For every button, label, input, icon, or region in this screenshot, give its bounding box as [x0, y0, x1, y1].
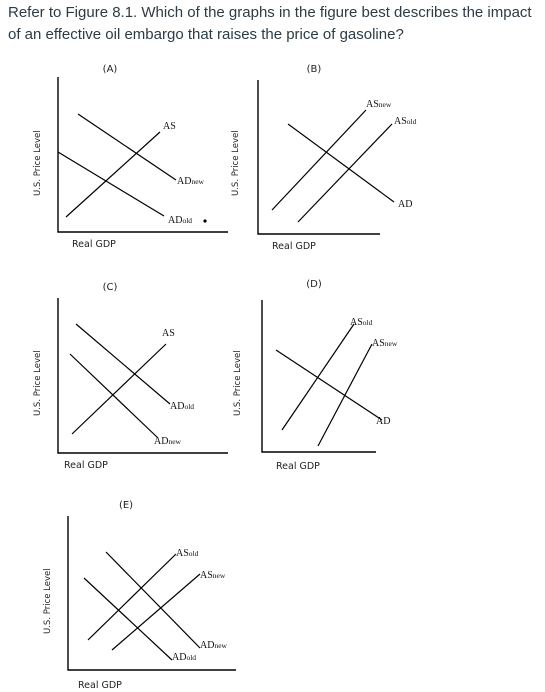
- panel-e-ad-old-curve: [83, 577, 173, 661]
- panel-c-label: (C): [103, 282, 118, 293]
- panel-d-axes: [261, 300, 376, 453]
- panel-c-ad-old-curve: [75, 323, 171, 405]
- panel-b-x-label: Real GDP: [272, 241, 316, 252]
- panel-a-label-ad-new: ADnew: [177, 176, 205, 187]
- panel-a-x-label: Real GDP: [72, 239, 116, 250]
- panel-d-x-label: Real GDP: [276, 461, 320, 472]
- panel-c-axes: [57, 298, 228, 454]
- panel-a-ad-new-curve: [77, 113, 177, 181]
- panel-d-ad-curve: [275, 349, 383, 421]
- panel-b-label-as-old: ASold: [394, 116, 417, 127]
- panel-b-label-as-new: ASnew: [366, 99, 392, 110]
- panel-a-axes: [57, 77, 228, 233]
- panel-e-ad-new-curve: [105, 551, 201, 649]
- panel-b-as-old-curve: [297, 123, 393, 223]
- panel-a-label-ad-old: ADold: [168, 215, 192, 226]
- panel-c-label-as: AS: [162, 328, 175, 339]
- panel-e-label: (E): [119, 500, 133, 511]
- panel-e-label-as-old: ASold: [176, 548, 199, 559]
- panel-a-as-curve: [65, 131, 161, 218]
- panel-b-as-new-curve: [271, 109, 367, 211]
- panel-e-label-ad-new: ADnew: [200, 640, 228, 651]
- panel-d-label-ad: AD: [376, 416, 390, 427]
- panel-b-label: (B): [307, 64, 322, 75]
- panel-d-as-old-curve: [281, 323, 355, 431]
- panel-e-axes: [67, 516, 236, 671]
- panel-e-x-label: Real GDP: [78, 680, 122, 691]
- panel-c: (C) U.S. Price Level Real GDP AS ADold A…: [33, 282, 228, 471]
- panel-a-dot: [203, 219, 207, 223]
- panel-d-label-as-old: ASold: [350, 317, 373, 328]
- panel-d-y-label: U.S. Price Level: [233, 350, 243, 416]
- panel-d: (D) U.S. Price Level Real GDP ASold ASne…: [233, 279, 398, 472]
- panel-b-axes: [257, 80, 380, 235]
- panel-c-y-label: U.S. Price Level: [33, 350, 43, 416]
- panel-b-ad-curve: [287, 123, 395, 203]
- panel-c-label-ad-old: ADold: [170, 401, 194, 412]
- question-text: Refer to Figure 8.1. Which of the graphs…: [8, 4, 532, 43]
- panel-a-label-as: AS: [163, 121, 176, 132]
- panel-e-as-new-curve: [111, 573, 201, 651]
- panel-c-ad-new-curve: [69, 353, 159, 439]
- panel-c-x-label: Real GDP: [64, 460, 108, 471]
- panel-c-label-ad-new: ADnew: [154, 436, 182, 447]
- panel-c-as-curve: [71, 343, 167, 435]
- panel-e: (E) U.S. Price Level Real GDP ASold ASne…: [43, 500, 236, 691]
- panel-e-label-as-new: ASnew: [200, 570, 226, 581]
- panel-b-label-ad: AD: [398, 199, 412, 210]
- panel-e-y-label: U.S. Price Level: [43, 568, 53, 634]
- panel-e-label-ad-old: ADold: [172, 652, 196, 663]
- panel-b-y-label: U.S. Price Level: [231, 130, 241, 196]
- panel-a-y-label: U.S. Price Level: [33, 130, 43, 196]
- panel-a-label: (A): [103, 64, 118, 75]
- panel-b: (B) U.S. Price Level Real GDP ASnew ASol…: [231, 64, 417, 252]
- panel-d-label: (D): [306, 279, 322, 290]
- panel-a: (A) U.S. Price Level Real GDP AS ADnew A…: [33, 64, 228, 250]
- panel-d-label-as-new: ASnew: [372, 338, 398, 349]
- panel-a-ad-old-curve: [57, 151, 165, 217]
- panel-e-as-old-curve: [87, 553, 177, 641]
